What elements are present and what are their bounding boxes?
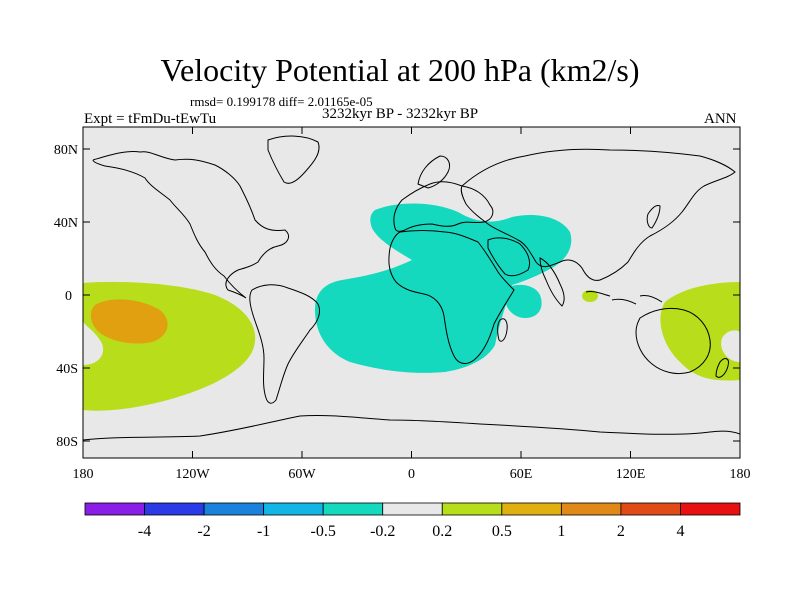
new-zealand-coast [715, 358, 729, 378]
lon-label-120e: 120E [616, 467, 646, 482]
india-coast [539, 257, 565, 307]
indonesia-positive-region [582, 290, 598, 302]
japan-coast [646, 205, 661, 229]
lon-label-180e: 180 [730, 467, 751, 482]
colorbar-label-3: -0.5 [311, 523, 336, 540]
colorbar-box-5 [382, 502, 443, 516]
australia-coast [635, 307, 711, 375]
africa-coast [388, 230, 515, 364]
south-america-coast [249, 284, 321, 404]
colorbar-box-8 [560, 502, 622, 516]
lon-ticks [82, 127, 741, 458]
asia-coast [460, 148, 736, 281]
colorbar: -4 -2 -1 -0.5 -0.2 0.2 0.5 1 2 4 [84, 502, 741, 540]
colorbar-label-4: -0.2 [370, 523, 395, 540]
colorbar-box-7 [501, 502, 562, 516]
lon-label-60w: 60W [288, 467, 316, 482]
indonesia-coast [585, 291, 663, 305]
lat-label-0: 0 [65, 289, 72, 304]
coastlines [83, 135, 740, 441]
colorbar-label-1: -2 [197, 523, 210, 540]
colorbar-box-10 [680, 502, 741, 516]
colorbar-box-0 [84, 502, 145, 516]
lon-label-120w: 120W [175, 467, 210, 482]
lat-label-80n: 80N [54, 143, 78, 158]
lat-label-40n: 40N [54, 216, 78, 231]
colorbar-box-9 [620, 502, 681, 516]
colorbar-label-9: 4 [676, 523, 684, 540]
north-america-coast [92, 151, 289, 299]
colorbar-label-0: -4 [138, 523, 151, 540]
colorbar-box-3 [263, 502, 324, 516]
madagascar-coast [497, 318, 508, 342]
lon-label-60e: 60E [510, 467, 533, 482]
arabian-sea-negative-lobe [505, 284, 542, 318]
antarctica-coast [83, 414, 740, 441]
africa-atlantic-negative-region [315, 203, 572, 373]
colorbar-box-2 [203, 502, 265, 516]
pacific-strong-region [90, 299, 168, 344]
lat-ticks [83, 148, 740, 442]
colorbar-label-8: 2 [617, 523, 625, 540]
lon-label-180w: 180 [73, 467, 94, 482]
lat-label-40s: 40S [56, 362, 78, 377]
colorbar-label-5: 0.2 [432, 523, 452, 540]
europe-coast [393, 181, 494, 232]
lat-label-80s: 80S [56, 435, 78, 450]
colorbar-label-7: 1 [557, 523, 565, 540]
colorbar-label-6: 0.5 [492, 523, 512, 540]
colorbar-box-6 [441, 502, 503, 516]
arabia-coast [487, 237, 531, 277]
lon-label-0: 0 [408, 467, 415, 482]
period-label: 3232kyr BP - 3232kyr BP [322, 106, 479, 122]
plot-title: Velocity Potential at 200 hPa (km2/s) [160, 52, 640, 88]
scandinavia-coast [417, 155, 451, 189]
colorbar-label-2: -1 [257, 523, 270, 540]
season-label: ANN [704, 111, 737, 127]
experiment-label: Expt = tFmDu-tEwTu [84, 111, 217, 127]
colorbar-box-1 [144, 502, 205, 516]
westpacific-positive-region [660, 282, 740, 381]
colorbar-box-4 [322, 502, 384, 516]
stats-text: rmsd= 0.199178 diff= 2.01165e-05 [190, 94, 373, 109]
greenland-coast [267, 135, 320, 184]
